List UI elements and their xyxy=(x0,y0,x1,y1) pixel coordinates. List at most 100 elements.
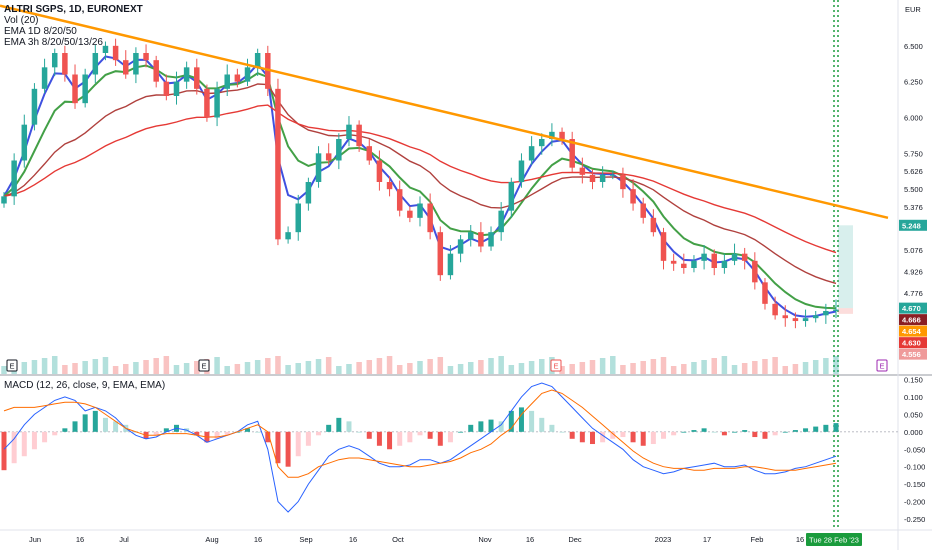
volume-bar xyxy=(133,362,139,374)
macd-histogram-bar xyxy=(295,431,301,457)
volume-bar xyxy=(194,361,200,374)
macd-histogram-bar xyxy=(305,431,311,446)
volume-bar xyxy=(731,365,738,374)
candle-body xyxy=(610,174,616,176)
volume-bar xyxy=(823,358,829,374)
macd-histogram-bar xyxy=(316,431,322,436)
macd-tick-label: -0.050 xyxy=(904,445,925,454)
macd-histogram-bar xyxy=(813,426,819,432)
volume-bar xyxy=(539,359,545,374)
time-tick-label: Tue 28 Feb '23 xyxy=(809,536,859,545)
candle-body xyxy=(762,282,768,304)
macd-histogram-bar xyxy=(833,423,839,432)
candle-body xyxy=(589,174,596,182)
candle-body xyxy=(346,124,352,139)
candle-body xyxy=(315,153,322,182)
earnings-marker-text: E xyxy=(9,362,14,371)
earnings-marker-text: E xyxy=(879,362,884,371)
candle-body xyxy=(447,253,454,276)
volume-bar xyxy=(72,363,78,374)
volume-bar xyxy=(386,356,393,374)
candle-body xyxy=(51,53,58,68)
ema-3h-legend[interactable]: EMA 3h 8/20/50/13/26 xyxy=(4,37,103,48)
time-tick-label: Sep xyxy=(299,535,312,544)
candle-body xyxy=(681,263,687,268)
macd-histogram-bar xyxy=(255,431,261,433)
candle-body xyxy=(72,74,78,104)
price-tag xyxy=(899,325,927,337)
volume-bar xyxy=(670,366,677,374)
macd-histogram-bar xyxy=(458,431,464,433)
volume-bar xyxy=(295,363,301,374)
time-tick-label: 16 xyxy=(526,535,534,544)
volume-bar xyxy=(488,358,494,374)
volume-bar xyxy=(173,365,180,374)
macd-histogram-bar xyxy=(529,410,535,432)
time-tick-label: 17 xyxy=(703,535,711,544)
macd-histogram-bar xyxy=(417,431,423,436)
time-tick-label: Dec xyxy=(568,535,582,544)
price-tick-label: 6.000 xyxy=(904,114,923,123)
candle-body xyxy=(599,174,606,182)
volume-bar xyxy=(782,366,789,374)
macd-histogram-bar xyxy=(72,421,78,432)
price-tag xyxy=(899,348,927,360)
candle-body xyxy=(204,88,210,118)
candle-body xyxy=(741,253,748,261)
candle-body xyxy=(11,160,17,197)
macd-histogram-bar xyxy=(508,410,514,432)
ema-1d-legend[interactable]: EMA 1D 8/20/50 xyxy=(4,26,77,37)
macd-histogram-bar xyxy=(671,431,677,436)
macd-histogram-bar xyxy=(275,431,281,464)
candle-body xyxy=(498,210,504,233)
volume-bar xyxy=(21,362,28,374)
volume-bar xyxy=(457,364,464,374)
candle-layer xyxy=(1,38,839,329)
volume-legend[interactable]: Vol (20) xyxy=(4,15,39,26)
macd-histogram-bar xyxy=(245,428,251,432)
candle-body xyxy=(691,260,697,268)
macd-histogram-bar xyxy=(559,431,565,433)
candle-body xyxy=(731,253,738,261)
time-tick-label: 16 xyxy=(254,535,262,544)
macd-tick-label: 0.100 xyxy=(904,393,923,402)
price-tag xyxy=(899,337,927,349)
candle-body xyxy=(285,232,291,240)
ema-mid-line xyxy=(3,64,837,310)
volume-bar xyxy=(447,366,454,374)
volume-bar xyxy=(112,366,119,374)
volume-bar xyxy=(183,363,190,374)
time-tick-label: 2023 xyxy=(655,535,672,544)
macd-histogram-bar xyxy=(92,410,98,432)
candle-body xyxy=(224,74,230,89)
volume-bar xyxy=(478,360,484,374)
candle-body xyxy=(133,53,139,75)
volume-bar xyxy=(153,358,159,374)
symbol-title[interactable]: ALTRI SGPS, 1D, EURONEXT xyxy=(4,4,143,15)
price-tick-label: 4.926 xyxy=(904,267,923,276)
candle-body xyxy=(701,253,707,261)
volume-bar xyxy=(102,357,109,374)
trendline-layer[interactable] xyxy=(0,4,889,314)
earnings-marker xyxy=(6,359,18,372)
macd-title[interactable]: MACD (12, 26, close, 9, EMA, EMA) xyxy=(4,380,166,391)
volume-bar xyxy=(123,364,129,374)
candle-body xyxy=(630,189,636,204)
volume-bar xyxy=(660,357,667,374)
current-date-badge xyxy=(806,533,862,546)
macd-histogram-bar xyxy=(742,430,748,432)
volume-bar xyxy=(579,362,586,374)
volume-bar xyxy=(92,359,99,374)
macd-layer xyxy=(1,382,839,513)
candle-body xyxy=(670,260,677,264)
macd-histogram-bar xyxy=(214,431,220,439)
volume-bar xyxy=(650,359,657,374)
volume-bar xyxy=(559,366,565,374)
macd-histogram-bar xyxy=(691,430,697,432)
candle-body xyxy=(640,203,646,218)
time-tick-label: 16 xyxy=(76,535,84,544)
